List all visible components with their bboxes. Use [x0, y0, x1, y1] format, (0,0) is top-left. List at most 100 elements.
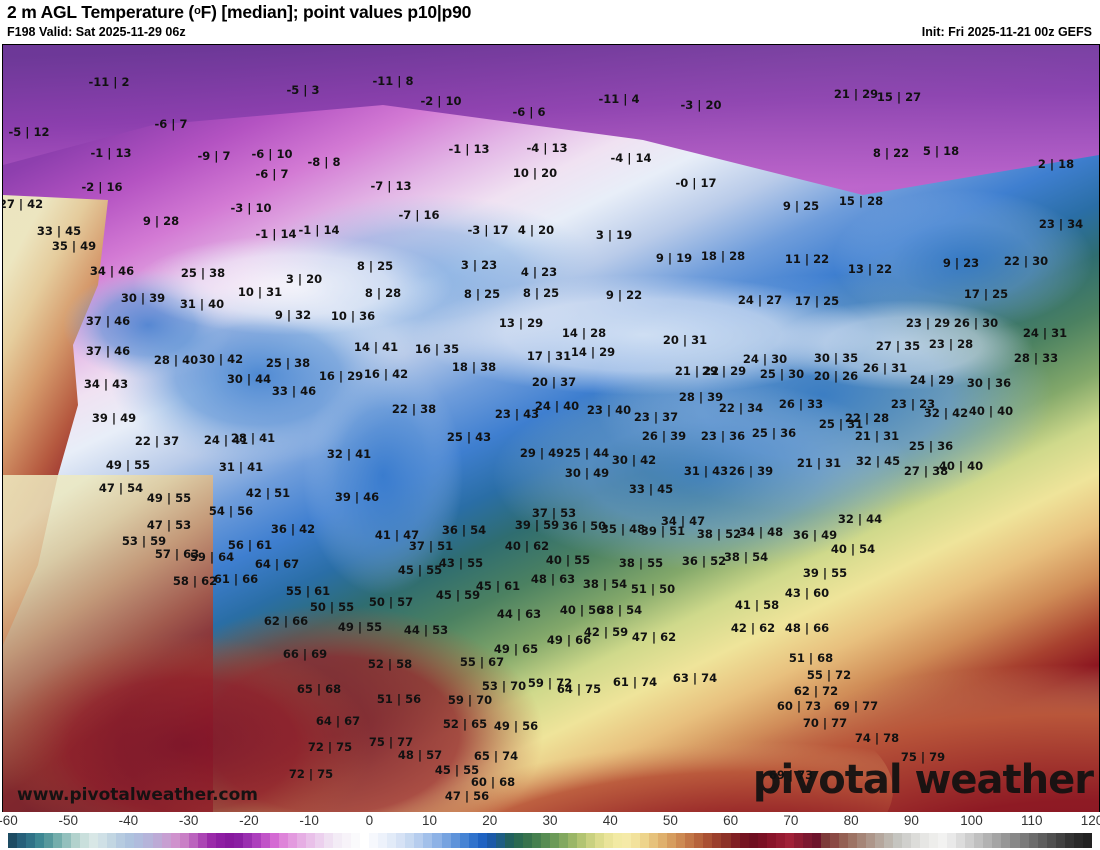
degree-symbol: o	[194, 5, 201, 17]
point-value: 44 | 63	[496, 607, 542, 621]
point-value: -2 | 16	[81, 180, 123, 194]
point-value: 48 | 66	[784, 621, 830, 635]
init-time-label: Init: Fri 2025-11-21 00z GEFS	[921, 25, 1092, 39]
point-value: 51 | 50	[630, 582, 676, 596]
point-value: -5 | 12	[8, 125, 50, 139]
point-value: 37 | 51	[408, 539, 454, 553]
point-value: 9 | 19	[655, 251, 693, 265]
point-value: 22 | 37	[134, 434, 180, 448]
point-value: 30 | 44	[226, 372, 272, 386]
colorbar-swatch	[757, 833, 767, 848]
point-value: 64 | 67	[254, 557, 300, 571]
point-value: 8 | 22	[872, 146, 910, 160]
colorbar-swatch	[441, 833, 451, 848]
point-value: 9 | 25	[782, 199, 820, 213]
point-value: 45 | 55	[434, 763, 480, 777]
site-url-watermark: www.pivotalweather.com	[17, 785, 259, 805]
point-value: -8 | 8	[307, 155, 341, 169]
point-value: 39 | 49	[91, 411, 137, 425]
point-value: 50 | 55	[309, 600, 355, 614]
colorbar-swatch	[540, 833, 550, 848]
point-value: 30 | 36	[966, 376, 1012, 390]
point-value: 45 | 55	[397, 563, 443, 577]
point-value: 28 | 33	[1013, 351, 1059, 365]
colorbar-swatch	[161, 833, 171, 848]
colorbar-swatch	[595, 833, 605, 848]
point-value: 49 | 55	[337, 620, 383, 634]
point-value: 9 | 23	[942, 256, 980, 270]
colorbar-swatch	[53, 833, 63, 848]
colorbar-swatch	[748, 833, 758, 848]
point-value: 24 | 40	[534, 399, 580, 413]
point-value: 38 | 55	[618, 556, 664, 570]
point-value: 26 | 31	[862, 361, 908, 375]
point-value: 17 | 25	[963, 287, 1009, 301]
colorbar-swatch	[233, 833, 243, 848]
colorbar-swatch	[558, 833, 568, 848]
point-value: 64 | 67	[315, 714, 361, 728]
colorbar-swatch	[974, 833, 984, 848]
point-value: 23 | 23	[890, 397, 936, 411]
point-value: 62 | 72	[793, 684, 839, 698]
point-value: 61 | 74	[612, 675, 658, 689]
colorbar-swatch	[251, 833, 261, 848]
point-value: 34 | 48	[738, 525, 784, 539]
point-value: -2 | 10	[420, 94, 462, 108]
colorbar[interactable]: -60 -50 -40 -30 -20 -10 0 10 20 30 40 50 60 70 80 90 100…	[0, 812, 1100, 850]
point-value: 2 | 18	[1037, 157, 1075, 171]
point-value: 65 | 68	[296, 682, 342, 696]
colorbar-swatch	[459, 833, 469, 848]
colorbar-swatch	[685, 833, 695, 848]
colorbar-swatch	[576, 833, 586, 848]
point-value: -1 | 14	[298, 223, 340, 237]
colorbar-swatch	[297, 833, 307, 848]
point-value: 55 | 67	[459, 655, 505, 669]
colorbar-swatch	[116, 833, 126, 848]
colorbar-swatch	[613, 833, 623, 848]
colorbar-swatch	[875, 833, 885, 848]
colorbar-swatch	[450, 833, 460, 848]
brand-watermark: pivotal weather	[752, 757, 1094, 803]
temperature-field	[3, 45, 1099, 813]
point-value: 57 | 63	[154, 547, 200, 561]
colorbar-swatch	[802, 833, 812, 848]
point-value: 24 | 31	[1022, 326, 1068, 340]
point-value: 24 | 27	[737, 293, 783, 307]
point-value: 23 | 40	[586, 403, 632, 417]
colorbar-swatch	[396, 833, 406, 848]
point-value: 32 | 45	[855, 454, 901, 468]
point-value: 8 | 25	[522, 286, 560, 300]
point-value: 26 | 39	[641, 429, 687, 443]
point-value: 9 | 32	[274, 308, 312, 322]
colorbar-swatch	[1037, 833, 1047, 848]
point-value: 36 | 52	[681, 554, 727, 568]
colorbar-swatch	[739, 833, 749, 848]
point-value: 39 | 55	[802, 566, 848, 580]
colorbar-swatch	[1010, 833, 1020, 848]
colorbar-swatch	[143, 833, 153, 848]
point-value: 4 | 20	[517, 223, 555, 237]
point-value: 34 | 47	[660, 514, 706, 528]
point-value: 32 | 41	[326, 447, 372, 461]
header: 2 m AGL Temperature (oF) [median]; point…	[0, 0, 1100, 44]
colorbar-swatch	[1055, 833, 1065, 848]
point-value: 45 | 61	[475, 579, 521, 593]
colorbar-swatch	[134, 833, 144, 848]
weather-map[interactable]: -11 | 2 -5 | 3 -11 | 8 -2 | 10 -6 | 6 -11 | 4…	[2, 44, 1100, 814]
point-value: 3 | 20	[285, 272, 323, 286]
colorbar-tick: 90	[903, 813, 919, 828]
colorbar-swatch	[775, 833, 785, 848]
colorbar-swatch	[1001, 833, 1011, 848]
point-value: 23 | 29	[905, 316, 951, 330]
colorbar-swatch	[62, 833, 72, 848]
colorbar-tick: -10	[299, 813, 319, 828]
colorbar-swatch	[26, 833, 36, 848]
colorbar-swatch	[242, 833, 252, 848]
colorbar-swatch	[152, 833, 162, 848]
point-value: 48 | 57	[397, 748, 443, 762]
colorbar-swatch	[640, 833, 650, 848]
point-value: 53 | 59	[121, 534, 167, 548]
colorbar-swatch	[549, 833, 559, 848]
point-value: 15 | 27	[876, 90, 922, 104]
point-value: 23 | 34	[1038, 217, 1084, 231]
